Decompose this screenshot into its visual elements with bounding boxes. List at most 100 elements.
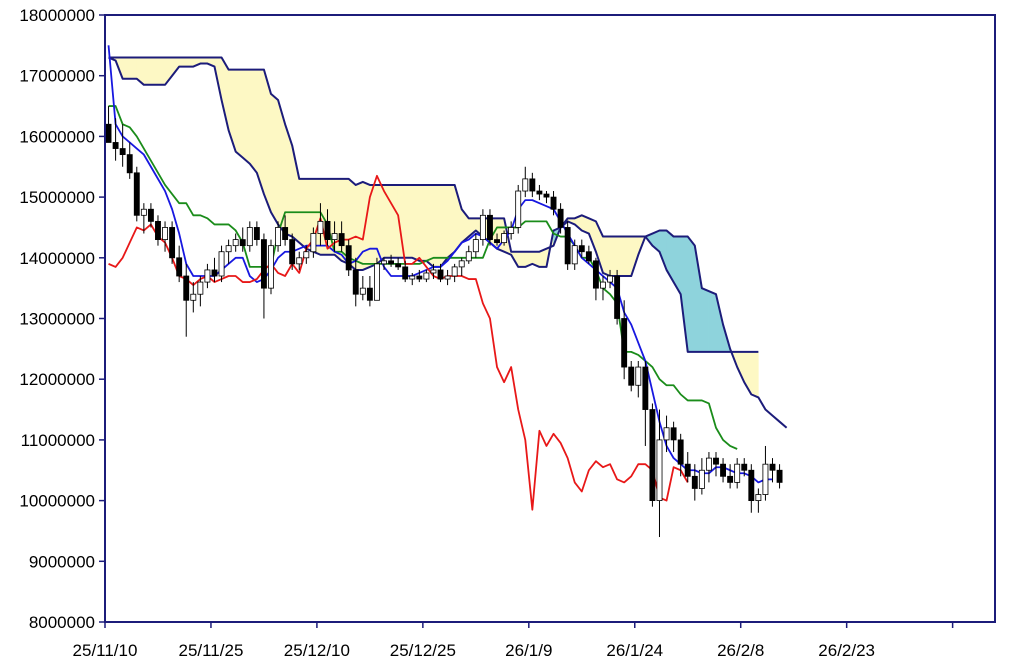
candle — [691, 464, 698, 501]
candle — [487, 209, 493, 246]
candle — [748, 464, 755, 513]
candle — [585, 245, 592, 264]
kumo-cloud-segment — [433, 184, 441, 268]
candle-body-up — [331, 233, 338, 240]
candle — [275, 221, 281, 252]
candle-body-up — [268, 245, 274, 289]
candle-body-down — [366, 287, 373, 301]
kumo-cloud-segment — [411, 184, 420, 262]
y-tick-label: 10000000 — [19, 492, 95, 511]
candle — [133, 166, 140, 222]
kumo-cloud-segment — [334, 178, 342, 262]
kumo-cloud-segment — [404, 184, 413, 259]
candle-body-up — [465, 251, 472, 262]
candle — [677, 433, 684, 477]
candle-body-up — [225, 245, 232, 253]
candle — [374, 257, 380, 301]
candle-body-up — [232, 239, 239, 247]
candle — [550, 191, 557, 216]
candle — [769, 458, 776, 483]
candle-body-down — [748, 469, 755, 502]
candle-body-down — [713, 457, 719, 465]
kumo-cloud-segment — [242, 69, 251, 165]
x-tick-label: 25/11/25 — [178, 641, 243, 660]
candle — [762, 445, 769, 501]
candle — [472, 233, 479, 258]
candle — [508, 221, 515, 240]
candle-body-down — [253, 227, 260, 240]
candle — [536, 184, 543, 201]
candle-body-down — [592, 260, 599, 289]
candle-body-down — [720, 463, 726, 477]
candle — [734, 458, 741, 489]
candle-body-down — [550, 196, 557, 210]
candle — [607, 269, 613, 289]
candle-body-down — [345, 245, 352, 271]
candle — [366, 276, 373, 307]
kumo-cloud-segment — [270, 93, 279, 226]
candle — [614, 269, 621, 325]
candle-body-down — [614, 275, 621, 319]
candle — [197, 276, 204, 307]
candle-body-up — [663, 427, 670, 441]
candle-body-down — [260, 239, 267, 289]
candle-body-down — [670, 427, 677, 441]
candle-body-down — [691, 475, 698, 489]
candle — [317, 203, 324, 246]
candle-body-up — [140, 208, 147, 216]
candle — [430, 263, 437, 280]
candle-body-up — [522, 178, 529, 192]
candle-body-down — [105, 123, 112, 143]
y-tick-label: 16000000 — [19, 127, 95, 146]
candle — [296, 251, 303, 270]
candle-body-down — [126, 154, 133, 174]
cloud-layer — [108, 56, 759, 398]
candle-body-down — [536, 190, 543, 195]
candle — [564, 221, 571, 270]
kumo-cloud-segment — [609, 236, 618, 277]
candle — [183, 263, 190, 337]
candle — [720, 458, 726, 483]
candle-body-down — [324, 220, 331, 240]
candle — [105, 106, 112, 143]
candle — [303, 245, 310, 264]
kumo-cloud-segment — [517, 251, 526, 268]
candle-body-up — [374, 263, 380, 301]
kumo-cloud-segment — [185, 57, 194, 67]
candle — [437, 263, 444, 283]
kumo-cloud-segment — [602, 236, 611, 277]
candle-body-up — [310, 233, 317, 253]
candle-body-down — [677, 439, 684, 465]
candle-body-up — [409, 275, 416, 280]
candle — [310, 227, 317, 258]
kumo-cloud-segment — [687, 235, 696, 353]
candle — [684, 452, 691, 483]
candle — [543, 191, 550, 204]
x-tick-label: 26/2/23 — [818, 641, 875, 660]
candle-body-up — [162, 227, 168, 240]
candle-body-down — [727, 475, 734, 483]
candle-body-down — [155, 220, 161, 240]
candle-body-down — [176, 257, 183, 277]
kumo-cloud-segment — [708, 290, 717, 353]
candle — [352, 257, 359, 307]
candle — [423, 269, 430, 283]
candle-body-down — [352, 269, 359, 295]
candle — [628, 360, 635, 392]
candle-body-down — [621, 318, 628, 368]
kumo-cloud-segment — [440, 184, 448, 268]
candle-body-up — [381, 260, 387, 265]
kumo-cloud-segment — [447, 184, 455, 259]
y-tick-label: 9000000 — [29, 552, 95, 571]
candle — [232, 233, 239, 252]
candle — [494, 233, 500, 246]
candle-body-down — [769, 463, 776, 471]
candle — [479, 209, 486, 246]
kumo-cloud-segment — [122, 57, 131, 80]
x-tick-label: 26/1/9 — [505, 641, 552, 660]
candle-body-down — [649, 409, 656, 501]
candle-body-down — [112, 142, 119, 149]
kumo-cloud-segment — [751, 351, 759, 398]
